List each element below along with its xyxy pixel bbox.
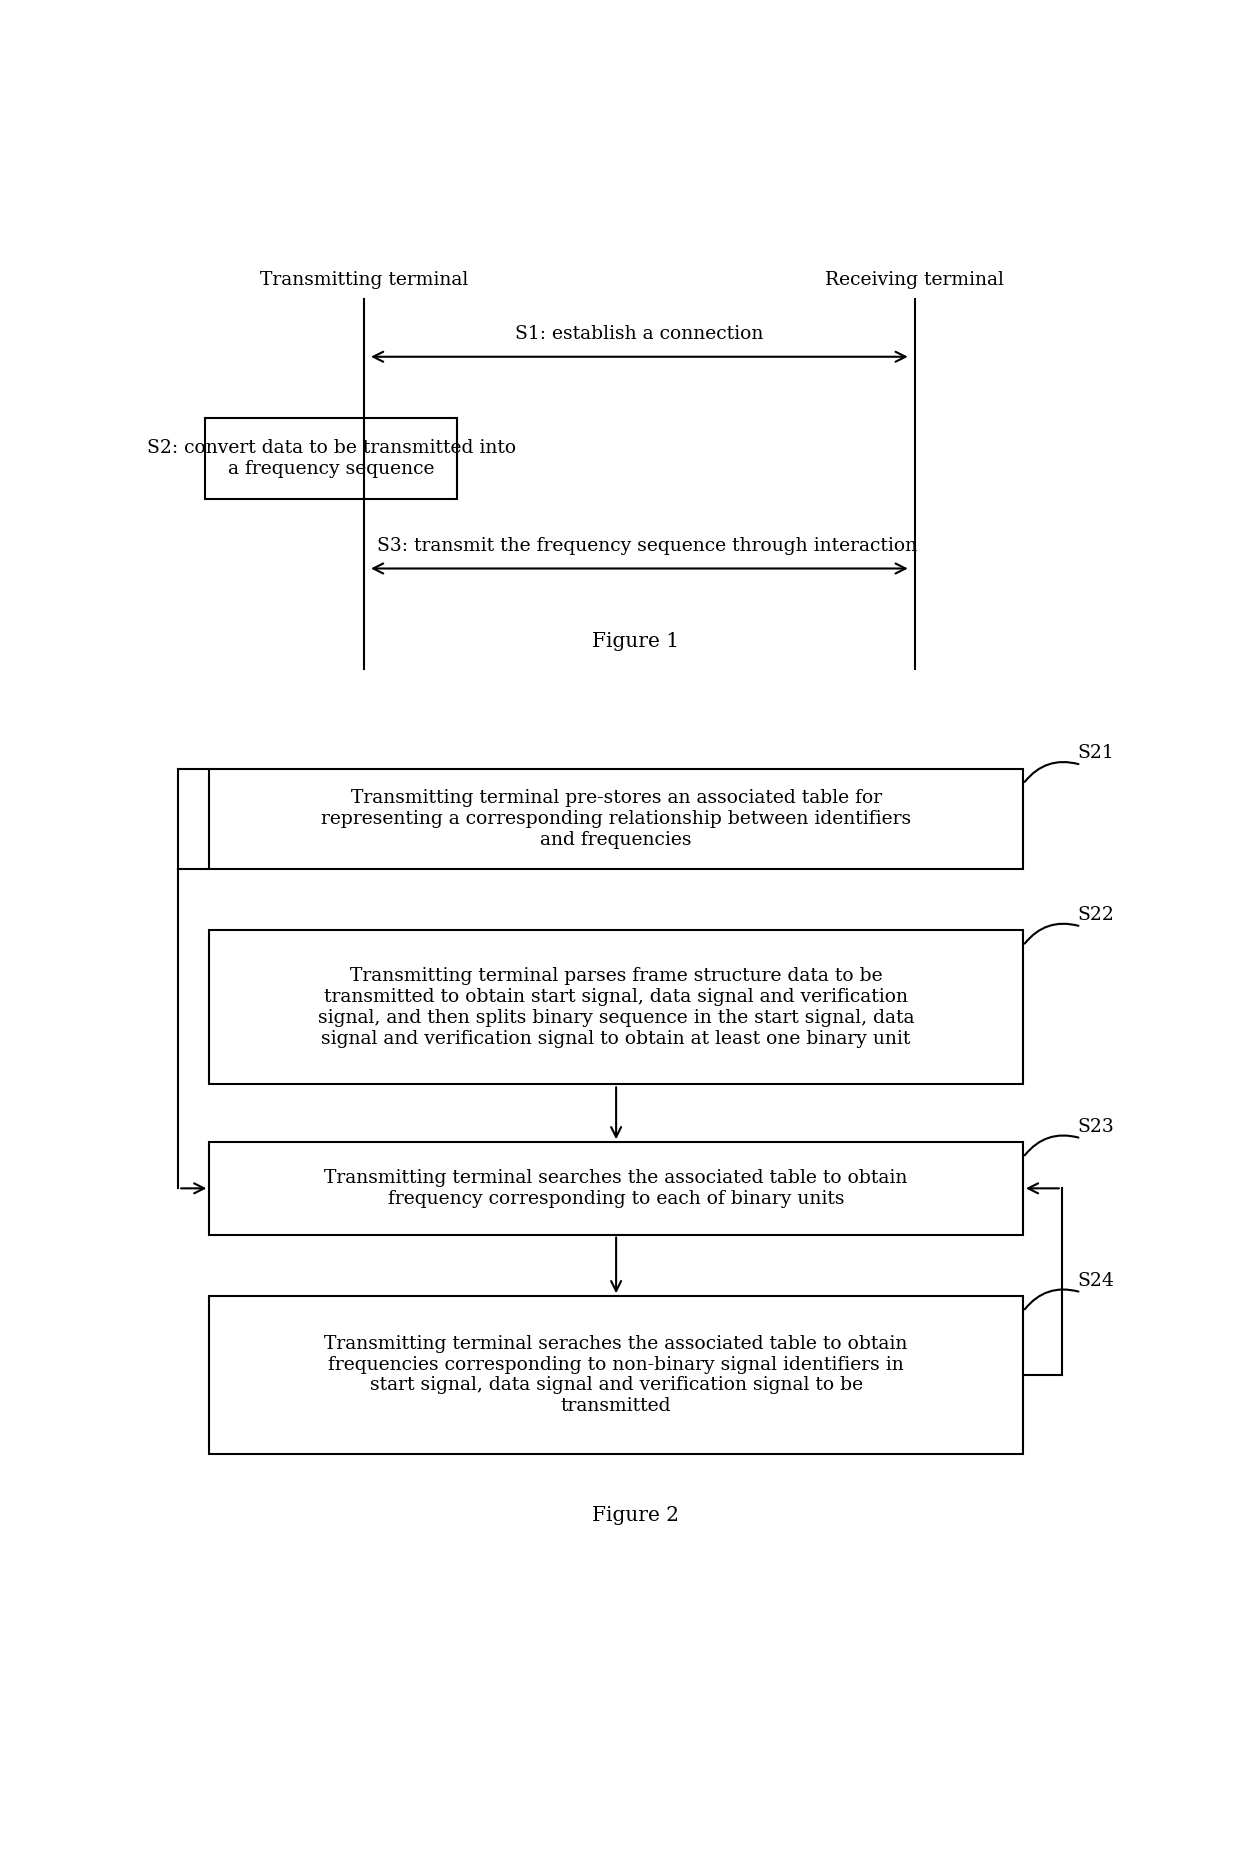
Bar (210, 770, 1023, 869)
Bar (210, 1297, 1023, 1454)
Text: S3: transmit the frequency sequence through interaction: S3: transmit the frequency sequence thro… (377, 536, 918, 555)
Text: Figure 1: Figure 1 (591, 633, 680, 651)
Text: Transmitting terminal: Transmitting terminal (260, 270, 469, 289)
Text: S1: establish a connection: S1: establish a connection (515, 326, 764, 342)
Text: Transmitting terminal pre-stores an associated table for
representing a correspo: Transmitting terminal pre-stores an asso… (321, 788, 911, 849)
Text: Transmitting terminal searches the associated table to obtain
frequency correspo: Transmitting terminal searches the assoc… (325, 1169, 908, 1208)
Bar (210, 1141, 1023, 1234)
Text: Transmitting terminal parses frame structure data to be
transmitted to obtain st: Transmitting terminal parses frame struc… (317, 968, 914, 1047)
Text: S2: convert data to be transmitted into
a frequency sequence: S2: convert data to be transmitted into … (146, 438, 516, 477)
Text: Receiving terminal: Receiving terminal (825, 270, 1004, 289)
Bar (206, 418, 458, 500)
Text: S23: S23 (1078, 1117, 1114, 1136)
Bar (210, 931, 1023, 1084)
Text: S21: S21 (1078, 744, 1114, 762)
Text: Transmitting terminal seraches the associated table to obtain
frequencies corres: Transmitting terminal seraches the assoc… (325, 1336, 908, 1415)
Text: S24: S24 (1078, 1271, 1114, 1289)
Text: S22: S22 (1078, 906, 1114, 923)
Text: Figure 2: Figure 2 (591, 1506, 680, 1524)
